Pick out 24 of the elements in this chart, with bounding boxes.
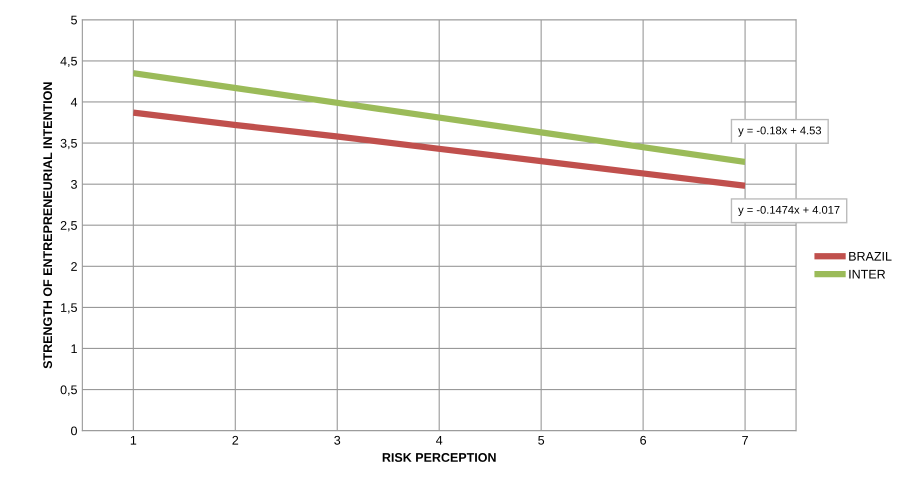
x-tick-label: 5 [538,436,544,445]
x-tick-label: 7 [742,436,748,445]
y-tick-label: 0,5 [60,385,77,396]
y-tick-label: 2 [71,262,77,271]
legend-label: BRAZIL [849,252,892,261]
y-tick-label: 1,5 [61,303,77,314]
legend-label: INTER [849,270,886,278]
y-tick-label: 3,5 [60,138,77,150]
y-tick-label: 0 [71,426,77,436]
x-tick-label: 1 [130,436,136,445]
x-tick-label: 6 [640,436,646,445]
y-tick-label: 3 [71,180,77,189]
x-tick-label: 4 [436,436,442,445]
annotation: y = -0.18x + 4.53 [738,126,822,137]
y-tick-label: 4 [70,98,78,106]
y-tick-label: 2,5 [60,221,77,232]
annotation: y = -0.1474x + 4.017 [738,206,840,216]
y-tick-label: 5 [71,16,77,24]
y-axis-title: STRENGTH OF ENTREPRENEURIAL INTENTION [43,82,52,369]
y-tick-label: 4,5 [60,56,77,68]
x-tick-label: 2 [232,436,238,445]
y-tick-label: 1 [71,344,77,354]
x-tick-label: 3 [334,436,340,445]
x-axis-title: RISK PERCEPTION [382,453,496,462]
